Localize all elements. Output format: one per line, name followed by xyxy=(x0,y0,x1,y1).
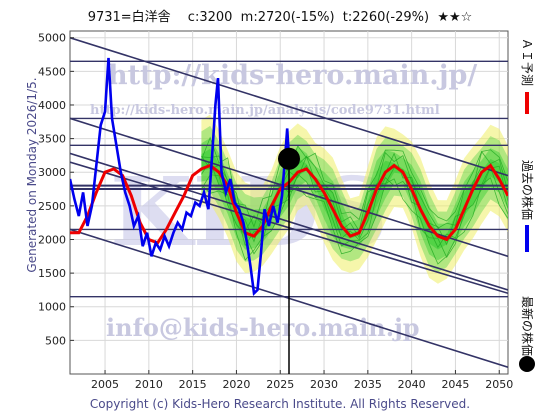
y-tick-label-2: 1500 xyxy=(38,267,66,280)
forecast-path-4 xyxy=(201,150,508,232)
y-tick-label-8: 4500 xyxy=(38,65,66,78)
x-tick-label-8: 2045 xyxy=(441,378,469,391)
legend: ＡＩ予測 過去の株価 最新の株価 xyxy=(519,38,535,372)
y-tick-label-5: 3000 xyxy=(38,166,66,179)
x-tick-label-6: 2035 xyxy=(354,378,382,391)
legend-latest-swatch xyxy=(519,356,535,372)
y-tick-label-6: 3500 xyxy=(38,133,66,146)
past-price-line xyxy=(70,57,291,297)
watermark-mail: info@kids-hero.main.jp xyxy=(106,313,420,342)
legend-ai-label: ＡＩ予測 xyxy=(520,38,534,86)
x-tick-label-9: 2050 xyxy=(485,378,513,391)
x-axis-ticks: 2005 2010 2015 2020 2025 2030 2035 2040 2045 2050 xyxy=(91,370,513,391)
forecast-path-3 xyxy=(201,152,508,246)
y-tick-label-1: 1000 xyxy=(38,301,66,314)
y-tick-label-9: 5000 xyxy=(38,32,66,45)
y-axis-ticks: 500 1000 1500 2000 2500 3000 3500 4000 4500 5000 xyxy=(38,32,74,347)
x-tick-label-4: 2025 xyxy=(266,378,294,391)
forecast-path-1 xyxy=(201,166,508,259)
legend-past-label: 過去の株価 xyxy=(520,160,535,220)
y-tick-label-4: 2500 xyxy=(38,200,66,213)
x-tick-label-7: 2040 xyxy=(398,378,426,391)
x-tick-label-5: 2030 xyxy=(310,378,338,391)
legend-latest-label: 最新の株価 xyxy=(520,296,535,356)
watermark-url-sub: http://kids-hero.main.jp/analysis/code97… xyxy=(90,103,440,118)
channel-line-0 xyxy=(70,36,508,177)
watermark-url-main: http://kids-hero.main.jp/ xyxy=(108,60,477,91)
x-tick-label-3: 2020 xyxy=(222,378,250,391)
y-tick-label-7: 4000 xyxy=(38,99,66,112)
latest-price-marker xyxy=(278,147,300,170)
x-tick-label-1: 2010 xyxy=(135,378,163,391)
y-tick-label-3: 2000 xyxy=(38,233,66,246)
copyright-footer: Copyright (c) Kids-Hero Research Institu… xyxy=(89,397,471,411)
chart-title: 9731=白洋舎 c:3200 m:2720(-15%) t:2260(-29%… xyxy=(87,10,473,25)
y-tick-label-0: 500 xyxy=(45,334,66,347)
x-tick-label-0: 2005 xyxy=(91,378,119,391)
x-tick-label-2: 2015 xyxy=(179,378,207,391)
forecast-path-5 xyxy=(201,136,508,228)
